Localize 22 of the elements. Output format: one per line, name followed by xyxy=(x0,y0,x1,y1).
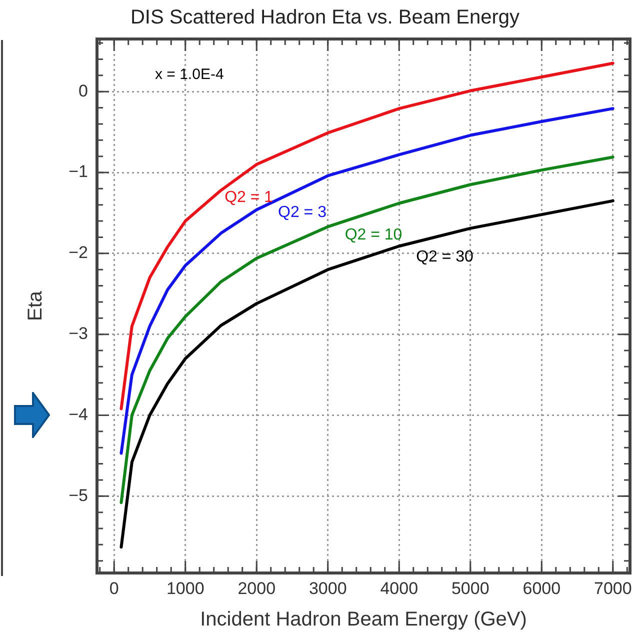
y-tick-label: −3 xyxy=(68,324,88,344)
x-tick-label: 3000 xyxy=(308,578,347,598)
x-tick-label: 6000 xyxy=(522,578,561,598)
series-label: Q2 = 3 xyxy=(278,204,327,222)
chart-title: DIS Scattered Hadron Eta vs. Beam Energy xyxy=(130,6,520,29)
x-axis-title: Incident Hadron Beam Energy (GeV) xyxy=(200,608,527,631)
series-label: Q2 = 30 xyxy=(416,248,474,266)
x-tick-label: 5000 xyxy=(451,578,490,598)
y-tick-label: −5 xyxy=(68,486,88,505)
y-tick-label: 0 xyxy=(78,81,88,100)
x-tick-label: 0 xyxy=(109,578,119,598)
y-tick-label: −2 xyxy=(68,243,88,262)
annotation: x = 1.0E-4 xyxy=(155,66,224,84)
x-tick-label: 2000 xyxy=(238,578,276,598)
series-label: Q2 = 1 xyxy=(224,188,274,206)
x-tick-label: 1000 xyxy=(166,578,204,598)
x-tick-label: 7000 xyxy=(594,578,632,598)
y-tick-label: −1 xyxy=(68,162,88,182)
y-tick-label: −4 xyxy=(68,404,88,424)
series-label: Q2 = 10 xyxy=(344,226,402,244)
x-tick-label: 4000 xyxy=(380,578,418,598)
y-axis-title: Eta xyxy=(24,290,47,322)
